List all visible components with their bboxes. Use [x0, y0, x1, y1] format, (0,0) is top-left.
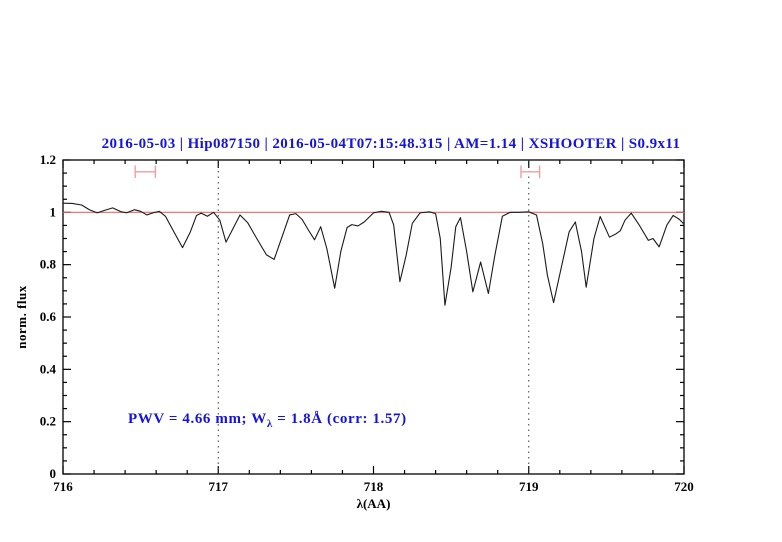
- x-tick-label: 718: [364, 479, 384, 494]
- spectrum-line: [62, 202, 685, 306]
- x-tick-label: 717: [209, 479, 229, 494]
- x-tick-label: 720: [674, 479, 694, 494]
- x-axis-label: λ(AA): [356, 496, 391, 511]
- x-tick-label: 719: [519, 479, 539, 494]
- y-tick-label: 1: [50, 204, 57, 219]
- pwv-annotation: PWV = 4.66 mm; Wλ = 1.8Å (corr: 1.57): [128, 411, 407, 430]
- plot-title: 2016-05-03 | Hip087150 | 2016-05-04T07:1…: [101, 136, 681, 152]
- y-tick-label: 0.2: [40, 414, 56, 429]
- y-tick-label: 0: [50, 466, 57, 481]
- y-tick-label: 0.4: [40, 361, 57, 376]
- annotation-text-pre: PWV = 4.66 mm; W: [128, 411, 267, 427]
- x-tick-label: 716: [53, 479, 73, 494]
- annotation-lambda-subscript: λ: [266, 418, 273, 430]
- y-tick-label: 0.8: [40, 257, 57, 272]
- y-tick-label: 1.2: [40, 152, 56, 167]
- annotation-text-post: = 1.8Å (corr: 1.57): [272, 411, 407, 427]
- y-tick-label: 0.6: [40, 309, 57, 324]
